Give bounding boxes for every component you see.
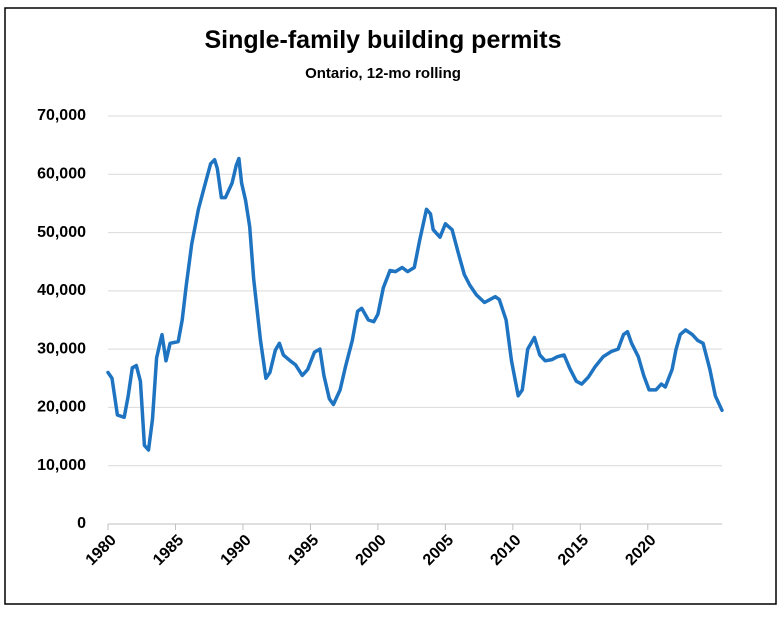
y-tick-label: 60,000 — [37, 166, 86, 183]
chart-border — [4, 7, 777, 605]
y-tick-label: 50,000 — [37, 224, 86, 241]
y-tick-label: 20,000 — [37, 399, 86, 416]
chart-title: Single-family building permits — [205, 26, 562, 54]
chart-subtitle: Ontario, 12-mo rolling — [305, 65, 461, 82]
y-tick-label: 10,000 — [37, 457, 86, 474]
y-tick-label: 40,000 — [37, 282, 86, 299]
y-tick-label: 70,000 — [37, 107, 86, 124]
data-line — [106, 156, 724, 452]
y-tick-label: 30,000 — [37, 340, 86, 357]
y-tick-label: 0 — [77, 515, 86, 532]
